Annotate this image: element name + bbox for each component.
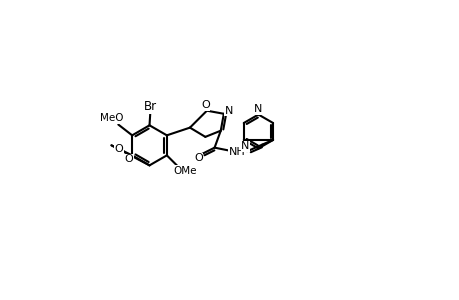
Text: NH: NH — [228, 147, 245, 157]
Text: N: N — [241, 141, 249, 151]
Text: N: N — [254, 104, 262, 114]
Text: MeO: MeO — [100, 113, 123, 123]
Text: OMe: OMe — [173, 166, 196, 176]
Text: O: O — [201, 100, 209, 110]
Text: O: O — [124, 154, 133, 164]
Text: O: O — [114, 144, 123, 154]
Text: N: N — [224, 106, 233, 116]
Text: Br: Br — [143, 100, 157, 113]
Text: O: O — [194, 153, 202, 164]
